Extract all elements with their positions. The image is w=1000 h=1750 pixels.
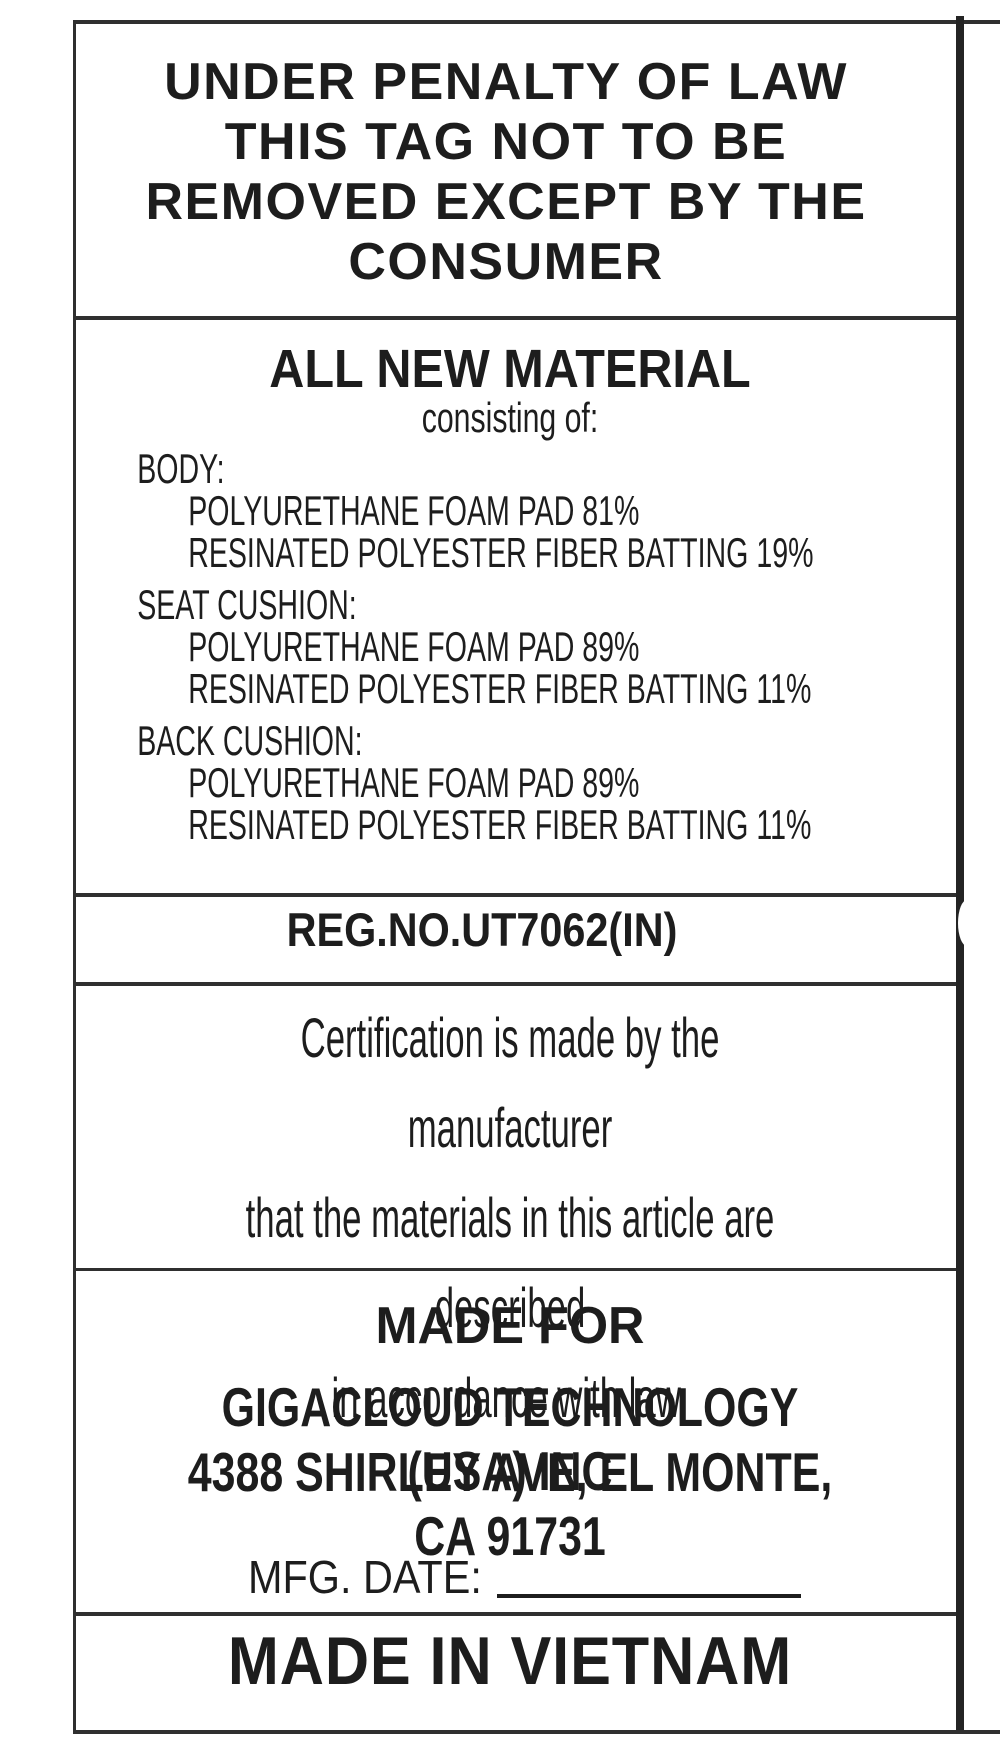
divider-materials-reg	[76, 893, 956, 897]
label-bottom-border	[73, 1730, 1000, 1734]
mfg-date-blank-line	[497, 1594, 801, 1598]
material-group-name: BACK CUSHION:	[137, 717, 363, 764]
certification-statement: Certification is made by the manufacture…	[241, 993, 779, 1443]
materials-title: ALL NEW MATERIAL	[269, 339, 751, 399]
materials-group-seat-cushion: SEAT CUSHION: POLYURETHANE FOAM PAD 89% …	[76, 584, 892, 710]
certification-line: Certification is made by the manufacture…	[300, 1006, 720, 1159]
materials-group-back-cushion: BACK CUSHION: POLYURETHANE FOAM PAD 89% …	[76, 720, 892, 846]
divider-reg-certification	[76, 982, 956, 986]
material-item: RESINATED POLYESTER FIBER BATTING 11%	[188, 801, 812, 848]
certification-line: that the materials in this article are d…	[245, 1186, 775, 1339]
right-edge-scan-bar	[956, 16, 964, 1730]
mfg-date-label: MFG. DATE:	[248, 1551, 482, 1603]
divider-warning-materials	[76, 316, 956, 320]
label-top-border	[73, 20, 1000, 24]
warning-line: UNDER PENALTY OF LAW	[164, 53, 848, 111]
material-item: POLYURETHANE FOAM PAD 89%	[188, 623, 640, 670]
divider-madefor-origin	[76, 1612, 956, 1616]
scan-fold-notch	[958, 900, 976, 946]
made-for-heading: MADE FOR	[375, 1297, 645, 1355]
materials-subtitle: consisting of:	[421, 394, 599, 441]
material-item: POLYURETHANE FOAM PAD 81%	[188, 487, 640, 534]
label-left-border	[73, 20, 76, 1734]
company-address: 4388 SHIRLEY AVE, EL MONTE, CA 91731	[187, 1441, 833, 1567]
material-item: RESINATED POLYESTER FIBER BATTING 11%	[188, 665, 812, 712]
material-group-name: BODY:	[137, 445, 225, 492]
material-item: POLYURETHANE FOAM PAD 89%	[188, 759, 640, 806]
warning-line: THIS TAG NOT TO BE	[224, 113, 788, 171]
origin-text: MADE IN VIETNAM	[227, 1623, 793, 1699]
certification-line: in accordance with law.	[331, 1366, 689, 1429]
warning-section: UNDER PENALTY OF LAW THIS TAG NOT TO BE …	[76, 52, 936, 292]
materials-list: BODY: POLYURETHANE FOAM PAD 81% RESINATE…	[76, 448, 892, 856]
divider-certification-madefor	[76, 1268, 956, 1271]
materials-group-body: BODY: POLYURETHANE FOAM PAD 81% RESINATE…	[76, 448, 892, 574]
company-name: GIGACLOUD TECHNOLOGY (USA) INC	[221, 1376, 799, 1502]
registration-number: REG.NO.UT7062(IN)	[286, 903, 678, 956]
material-item: RESINATED POLYESTER FIBER BATTING 19%	[188, 529, 814, 576]
warning-line: CONSUMER	[348, 233, 664, 291]
material-group-name: SEAT CUSHION:	[137, 581, 357, 628]
warning-line: REMOVED EXCEPT BY THE	[145, 173, 867, 231]
